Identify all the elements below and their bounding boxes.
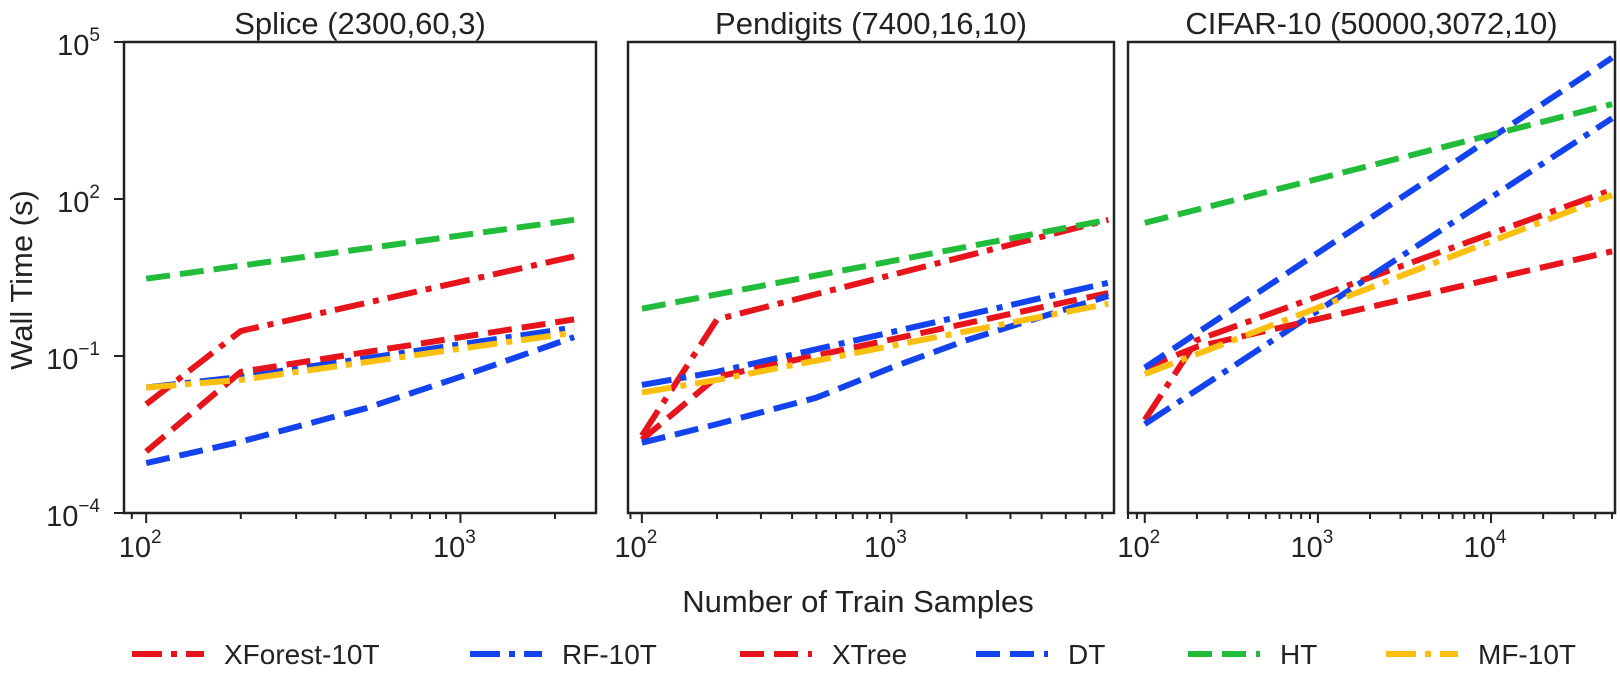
series-line-rf-10t [641, 279, 1109, 388]
x-tick-label: 103 [1290, 527, 1333, 564]
series-line-ht [641, 216, 1109, 312]
series-line-xforest-10t [1142, 186, 1614, 422]
series-line-ht [1144, 101, 1613, 226]
x-tick-label: 102 [614, 527, 657, 564]
series-line-dt [641, 293, 1110, 446]
series-line-mf-10t [1143, 192, 1614, 377]
series-line-xforest-10t [639, 216, 1110, 438]
legend-item-xforest-10t: XForest-10T [132, 639, 380, 670]
legend-label: DT [1068, 639, 1105, 670]
plot-frame [1126, 40, 1617, 515]
x-tick-label: 102 [119, 527, 162, 564]
series-group [1142, 55, 1614, 427]
x-axis-label: Number of Train Samples [682, 584, 1033, 619]
legend-label: RF-10T [562, 639, 657, 670]
series-group [144, 216, 576, 467]
series-line-dt [145, 334, 576, 467]
legend-item-mf-10t: MF-10T [1386, 639, 1576, 670]
x-tick-label: 103 [433, 527, 476, 564]
legend-label: XTree [832, 639, 907, 670]
panel-title: CIFAR-10 (50000,3072,10) [1185, 6, 1557, 41]
series-line-xforest-10t [144, 253, 575, 407]
series-line-mf-10t [641, 300, 1109, 396]
y-tick-label: 102 [57, 182, 100, 219]
legend: XForest-10T RF-10T XTree DT HT MF-10T [132, 639, 1576, 670]
series-line-dt [1143, 55, 1614, 371]
x-tick-label: 102 [1117, 527, 1160, 564]
series-line-mf-10t [145, 329, 575, 391]
legend-item-rf-10t: RF-10T [470, 639, 657, 670]
x-tick-label: 104 [1464, 527, 1507, 564]
legend-item-dt: DT [976, 639, 1105, 670]
y-axis-label: Wall Time (s) [4, 190, 39, 370]
panel-title: Splice (2300,60,3) [234, 6, 486, 41]
legend-label: MF-10T [1478, 639, 1576, 670]
plot-frame [626, 40, 1116, 515]
series-line-xtree [1143, 248, 1613, 371]
x-tick-label: 103 [864, 527, 907, 564]
panel-title: Pendigits (7400,16,10) [715, 6, 1027, 41]
panel-1: 102 103 10−4 10−1 102 105 Splice (2300,60,3) [46, 6, 598, 564]
y-tick-label: 10−1 [46, 339, 100, 376]
panel-3: 102 103 104 CIFAR-10 (50000,3072,10) [1117, 6, 1617, 564]
y-tick-label: 105 [57, 25, 100, 62]
panel-2: 102 103 Pendigits (7400,16,10) [614, 6, 1116, 564]
legend-item-ht: HT [1188, 639, 1317, 670]
series-group [639, 216, 1110, 446]
series-line-xtree [144, 316, 575, 454]
y-tick-label: 10−4 [46, 496, 100, 533]
series-line-ht [145, 216, 575, 282]
series-line-rf-10t [145, 324, 575, 391]
legend-item-xtree: XTree [740, 639, 907, 670]
legend-label: HT [1280, 639, 1317, 670]
series-line-rf-10t [1143, 115, 1614, 427]
plot-frame [122, 40, 598, 515]
legend-label: XForest-10T [224, 639, 380, 670]
